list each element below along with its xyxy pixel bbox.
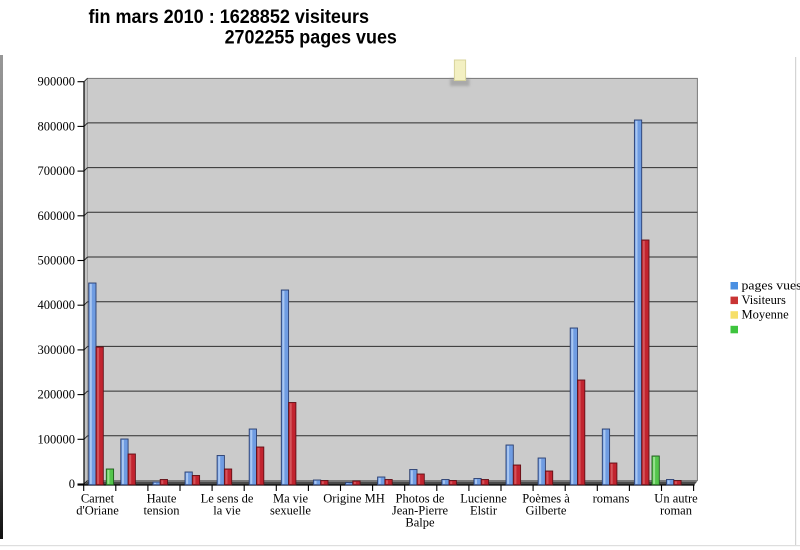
svg-text:Moyenne: Moyenne (742, 308, 790, 322)
svg-text:d'Oriane: d'Oriane (76, 504, 119, 518)
svg-text:800000: 800000 (38, 119, 76, 133)
svg-text:Gilberte: Gilberte (526, 504, 567, 518)
svg-text:Ma vie: Ma vie (273, 492, 309, 506)
svg-text:fin mars 2010 : 1628852 visite: fin mars 2010 : 1628852 visiteurs (89, 6, 370, 28)
svg-text:Poèmes à: Poèmes à (522, 492, 570, 506)
svg-text:600000: 600000 (38, 209, 76, 223)
svg-text:roman: roman (660, 504, 693, 518)
svg-text:Carnet: Carnet (81, 492, 115, 506)
svg-text:pages vues: pages vues (742, 279, 800, 293)
svg-text:100000: 100000 (38, 432, 76, 446)
svg-text:Haute: Haute (147, 492, 177, 506)
svg-text:Elstir: Elstir (470, 504, 498, 518)
svg-text:200000: 200000 (38, 388, 76, 402)
svg-text:700000: 700000 (38, 164, 76, 178)
svg-text:romans: romans (593, 492, 630, 506)
svg-text:Photos de: Photos de (396, 492, 445, 506)
svg-text:900000: 900000 (38, 75, 76, 89)
svg-text:tension: tension (143, 504, 180, 518)
svg-text:300000: 300000 (38, 343, 76, 357)
svg-text:2702255 pages vues: 2702255 pages vues (225, 27, 397, 49)
svg-text:Visiteurs: Visiteurs (742, 293, 787, 307)
svg-text:400000: 400000 (38, 298, 76, 312)
svg-text:0: 0 (69, 477, 75, 491)
svg-text:500000: 500000 (38, 254, 76, 268)
svg-text:Un autre: Un autre (654, 492, 698, 506)
svg-text:Le sens de: Le sens de (201, 492, 254, 506)
svg-text:Jean-Pierre: Jean-Pierre (392, 504, 449, 518)
svg-text:Balpe: Balpe (405, 516, 435, 530)
svg-text:sexuelle: sexuelle (270, 504, 311, 518)
svg-text:la vie: la vie (213, 504, 241, 518)
svg-text:Origine MH: Origine MH (323, 492, 384, 506)
svg-text:Lucienne: Lucienne (460, 492, 507, 506)
